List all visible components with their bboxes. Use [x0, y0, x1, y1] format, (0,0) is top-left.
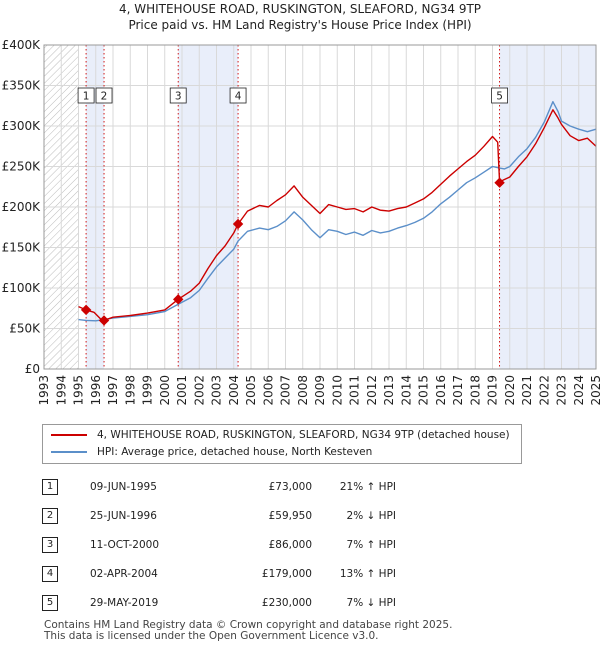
sale-hpi-diff: 21% ↑ HPI [339, 480, 396, 493]
x-tick-label: 1996 [89, 375, 103, 406]
x-tick-label: 2024 [572, 375, 586, 406]
sale-price: £179,000 [261, 567, 312, 580]
x-tick-label: 2021 [520, 375, 534, 406]
sale-hpi-diff: 7% ↑ HPI [346, 538, 396, 551]
x-tick-label: 2002 [192, 375, 206, 406]
x-tick-label: 2011 [348, 375, 362, 406]
sale-label: 3 [175, 91, 182, 103]
sale-marker [232, 218, 244, 230]
y-tick-label: £100K [2, 281, 42, 295]
sale-price: £230,000 [261, 596, 312, 609]
table-row: 2 25-JUN-1996 £59,950 2% ↓ HPI [42, 501, 396, 530]
x-tick-label: 1994 [54, 375, 68, 406]
sale-marker [172, 294, 184, 305]
x-tick-label: 2009 [313, 375, 327, 406]
sale-date: 25-JUN-1996 [90, 509, 157, 522]
sale-marker [494, 177, 505, 188]
y-tick-label: £250K [2, 160, 42, 174]
sale-hpi-diff: 2% ↓ HPI [346, 509, 396, 522]
y-tick-label: £400K [2, 38, 42, 52]
sale-label: 1 [83, 91, 90, 103]
sale-label-box [77, 87, 95, 104]
sale-marker [98, 315, 110, 326]
x-tick-label: 1995 [72, 375, 86, 406]
property-price-line [78, 109, 597, 322]
sale-date: 09-JUN-1995 [90, 480, 157, 493]
y-tick-label: £50K [9, 322, 41, 336]
sale-label-box [491, 87, 508, 104]
y-tick-label: £300K [2, 119, 42, 133]
x-tick-label: 1998 [123, 375, 137, 406]
chart-legend: 4, WHITEHOUSE ROAD, RUSKINGTON, SLEAFORD… [42, 424, 522, 464]
footer-copyright: Contains HM Land Registry data © Crown c… [44, 619, 453, 631]
x-tick-label: 1999 [141, 375, 155, 406]
sale-label: 4 [235, 91, 242, 103]
x-tick-label: 2005 [244, 375, 258, 406]
sale-number-badge: 3 [42, 536, 58, 553]
plot-frame [43, 44, 597, 370]
table-row: 5 29-MAY-2019 £230,000 7% ↓ HPI [42, 588, 396, 617]
x-tick-label: 2019 [486, 375, 500, 406]
x-tick-label: 1997 [106, 375, 120, 406]
sale-number-badge: 1 [42, 478, 58, 495]
x-tick-label: 2018 [468, 375, 482, 406]
sale-label: 2 [101, 91, 108, 103]
sale-label-box [169, 87, 187, 104]
legend-swatch-property [51, 434, 87, 436]
x-tick-label: 2006 [261, 375, 275, 406]
x-tick-label: 1993 [37, 375, 51, 406]
x-tick-label: 2003 [210, 375, 224, 406]
table-row: 4 02-APR-2004 £179,000 13% ↑ HPI [42, 559, 396, 588]
footer-note: Contains HM Land Registry data © Crown c… [44, 620, 452, 642]
sale-number-badge: 2 [42, 507, 58, 524]
sale-date: 02-APR-2004 [90, 567, 158, 580]
x-tick-label: 2025 [589, 375, 600, 406]
sale-number-badge: 5 [42, 594, 58, 611]
legend-entry-hpi: HPI: Average price, detached house, Nort… [51, 444, 372, 460]
table-row: 1 09-JUN-1995 £73,000 21% ↑ HPI [42, 472, 396, 501]
y-tick-label: £150K [2, 241, 42, 255]
x-tick-label: 2013 [382, 375, 396, 406]
sale-marker [80, 304, 92, 316]
legend-entry-property: 4, WHITEHOUSE ROAD, RUSKINGTON, SLEAFORD… [51, 427, 510, 443]
sale-label-box [229, 87, 247, 104]
y-tick-label: £200K [2, 200, 42, 214]
x-tick-label: 2023 [555, 375, 569, 406]
x-tick-label: 2010 [330, 375, 344, 406]
x-tick-label: 2022 [537, 375, 551, 406]
hpi-line [78, 101, 597, 322]
x-tick-label: 2007 [279, 375, 293, 406]
x-tick-label: 2001 [175, 375, 189, 406]
chart-title-line2: Price paid vs. HM Land Registry's House … [128, 18, 472, 32]
sale-hpi-diff: 13% ↑ HPI [339, 567, 396, 580]
x-tick-label: 2016 [434, 375, 448, 406]
x-tick-label: 2017 [451, 375, 465, 406]
sale-price: £86,000 [268, 538, 312, 551]
x-tick-label: 2020 [503, 375, 517, 406]
legend-swatch-hpi [51, 451, 87, 453]
legend-label-hpi: HPI: Average price, detached house, Nort… [97, 446, 373, 458]
x-tick-label: 2000 [158, 375, 172, 406]
sale-date: 11-OCT-2000 [90, 538, 159, 551]
sale-date: 29-MAY-2019 [90, 596, 159, 609]
x-tick-label: 2004 [227, 375, 241, 406]
legend-label-property: 4, WHITEHOUSE ROAD, RUSKINGTON, SLEAFORD… [97, 429, 510, 441]
x-tick-label: 2015 [417, 375, 431, 406]
sale-label-box [95, 87, 113, 104]
sale-number-badge: 4 [42, 565, 58, 582]
y-tick-label: £0 [25, 362, 40, 376]
sale-label: 5 [496, 91, 503, 103]
x-tick-label: 2012 [365, 375, 379, 406]
sale-hpi-diff: 7% ↓ HPI [346, 596, 396, 609]
x-tick-label: 2014 [399, 375, 413, 406]
table-row: 3 11-OCT-2000 £86,000 7% ↑ HPI [42, 530, 396, 559]
footer-licence: This data is licensed under the Open Gov… [44, 630, 379, 642]
chart-title-line1: 4, WHITEHOUSE ROAD, RUSKINGTON, SLEAFORD… [118, 2, 482, 16]
sale-price: £59,950 [268, 509, 312, 522]
y-tick-label: £350K [2, 79, 42, 93]
sales-table: 1 09-JUN-1995 £73,000 21% ↑ HPI 2 25-JUN… [42, 472, 396, 617]
x-tick-label: 2008 [296, 375, 310, 406]
sale-price: £73,000 [268, 480, 312, 493]
